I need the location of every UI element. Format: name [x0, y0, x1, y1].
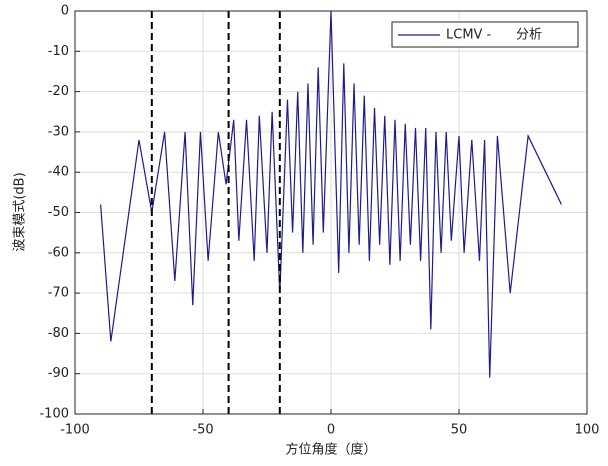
y-tick-label: -70: [48, 286, 69, 301]
x-tick-label: 100: [575, 423, 600, 438]
y-tick-label: -20: [48, 84, 69, 99]
y-tick-label: -10: [48, 44, 69, 59]
x-tick-label: 0: [327, 423, 335, 438]
x-tick-label: -100: [60, 423, 90, 438]
x-tick-label: -50: [192, 423, 213, 438]
x-axis-label: 方位角度（度）: [285, 442, 376, 458]
plot-frame: [74, 10, 588, 415]
y-tick-label: -60: [48, 245, 69, 260]
y-tick-label: -90: [48, 366, 69, 381]
y-axis-label: 波束模式(dB): [13, 172, 28, 251]
y-tick-label: -40: [48, 165, 69, 180]
y-tick-label: 0: [61, 4, 69, 19]
data-line: [100, 10, 562, 378]
legend-label: LCMV - 分析: [446, 28, 542, 43]
y-tick-label: -100: [39, 407, 69, 422]
y-tick-label: -80: [48, 326, 69, 341]
y-tick-label: -50: [48, 205, 69, 220]
x-tick-label: 50: [451, 423, 468, 438]
y-tick-label: -30: [48, 124, 69, 139]
